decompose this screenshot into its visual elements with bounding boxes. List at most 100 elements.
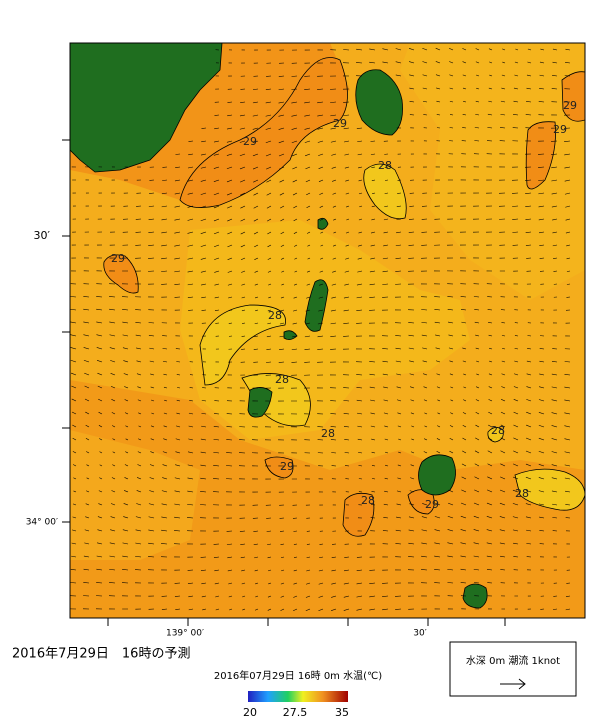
current-arrow: [124, 386, 129, 389]
current-arrow: [462, 347, 467, 350]
current-arrow: [447, 515, 454, 519]
current-arrow: [306, 283, 311, 286]
current-arrow: [201, 425, 207, 428]
current-arrow: [150, 373, 155, 376]
current-arrow: [176, 399, 181, 402]
current-arrow: [436, 87, 441, 90]
current-arrow: [551, 205, 558, 208]
current-arrow: [423, 386, 428, 389]
current-arrow: [281, 270, 285, 273]
current-arrow: [330, 114, 337, 117]
current-arrow: [395, 257, 402, 259]
current-arrow: [449, 360, 454, 363]
current-arrow: [356, 595, 363, 598]
current-arrow: [538, 477, 545, 480]
current-arrow: [150, 438, 155, 441]
current-arrow: [279, 322, 285, 325]
contour-label: 28: [378, 159, 392, 172]
current-arrow: [487, 309, 493, 311]
current-arrow: [371, 478, 376, 480]
current-arrow: [450, 114, 454, 116]
current-arrow: [84, 398, 90, 402]
current-arrow: [487, 437, 493, 441]
current-arrow: [331, 296, 337, 299]
current-arrow: [122, 529, 129, 532]
current-arrow: [526, 424, 532, 428]
current-arrow: [565, 48, 571, 51]
current-arrow: [242, 595, 246, 598]
current-arrow: [136, 360, 142, 363]
current-arrow: [189, 387, 194, 389]
current-arrow: [97, 516, 103, 519]
current-arrow: [161, 192, 168, 195]
current-arrow: [294, 257, 298, 260]
current-arrow: [513, 386, 519, 389]
current-arrow: [138, 425, 142, 428]
current-arrow: [97, 372, 103, 376]
current-arrow: [83, 296, 90, 298]
contour: [407, 489, 435, 515]
current-arrow: [371, 218, 376, 221]
current-arrow: [526, 411, 532, 415]
current-arrow: [317, 88, 324, 90]
current-arrow: [409, 360, 415, 363]
current-arrow: [410, 477, 415, 480]
current-arrow: [306, 231, 311, 234]
current-arrow: [513, 373, 519, 376]
current-arrow: [565, 504, 571, 506]
current-arrow: [513, 556, 519, 558]
current-arrow: [512, 489, 519, 493]
current-arrow: [241, 309, 246, 312]
current-arrow: [279, 192, 285, 196]
current-arrow: [539, 530, 545, 532]
current-arrow: [513, 450, 519, 454]
current-arrow: [447, 542, 454, 545]
current-arrow: [213, 451, 220, 454]
current-arrow: [396, 490, 402, 493]
current-arrow: [293, 543, 298, 545]
current-arrow: [382, 360, 389, 363]
current-arrow: [188, 412, 194, 415]
current-arrow: [96, 542, 103, 545]
current-arrow: [162, 464, 168, 467]
current-arrow: [70, 569, 77, 571]
current-arrow: [304, 114, 311, 117]
current-arrow: [291, 361, 298, 363]
current-arrow: [512, 476, 519, 480]
current-arrow: [514, 61, 519, 64]
current-arrow: [423, 451, 428, 454]
current-arrow: [109, 296, 116, 298]
current-arrow: [161, 257, 168, 260]
current-arrow: [513, 463, 519, 467]
current-arrow: [306, 192, 311, 196]
current-arrow: [382, 530, 389, 532]
current-arrow: [239, 140, 246, 143]
current-arrow: [201, 400, 207, 402]
current-arrow: [317, 127, 324, 130]
current-arrow: [175, 438, 181, 441]
current-arrow: [357, 257, 363, 260]
current-arrow: [421, 542, 428, 545]
contour: [363, 163, 407, 220]
current-arrow: [356, 127, 363, 129]
current-arrow: [306, 543, 311, 545]
current-arrow: [343, 49, 350, 51]
contour-label: 29: [563, 99, 577, 112]
current-arrow: [253, 205, 259, 209]
current-arrow: [525, 114, 532, 116]
current-arrow: [125, 451, 129, 454]
current-arrow: [148, 244, 155, 246]
current-arrow: [110, 503, 116, 506]
current-arrow: [202, 608, 207, 611]
current-arrow: [187, 270, 194, 273]
current-arrow: [188, 438, 194, 441]
current-arrow: [343, 322, 350, 324]
current-arrow: [136, 373, 142, 376]
current-arrow: [502, 48, 506, 51]
current-arrow: [174, 270, 181, 273]
current-arrow: [112, 425, 116, 428]
current-arrow: [343, 127, 350, 130]
current-arrow: [460, 582, 467, 584]
current-arrow: [463, 373, 467, 376]
current-arrow: [486, 542, 493, 545]
